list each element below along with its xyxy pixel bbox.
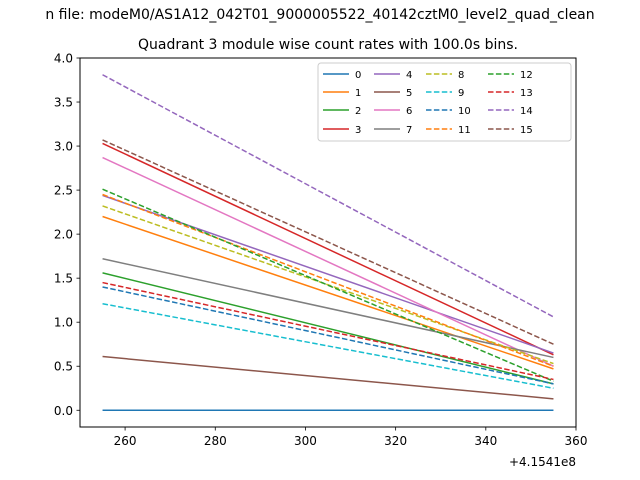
legend-label-9: 9 — [458, 88, 464, 99]
legend-label-11: 11 — [458, 125, 471, 136]
x-tick-label: 300 — [294, 434, 317, 448]
legend-label-10: 10 — [458, 106, 471, 117]
plot-frame — [79, 57, 577, 428]
x-tick-label: 260 — [114, 434, 137, 448]
x-tick-label: 320 — [384, 434, 407, 448]
series-line-12 — [102, 188, 554, 382]
series-layer — [102, 74, 554, 412]
series-line-6 — [102, 156, 554, 367]
series-line-11 — [102, 193, 554, 367]
chart-title: Quadrant 3 module wise count rates with … — [138, 37, 518, 53]
y-axis: 0.0 0.5 1.0 1.5 2.0 2.5 3.0 3.5 4.0 — [54, 52, 80, 418]
y-tick-label: 4.0 — [54, 52, 73, 66]
legend-label-5: 5 — [406, 88, 412, 99]
series-line-2 — [102, 272, 554, 385]
legend-label-2: 2 — [355, 106, 361, 117]
y-tick-label: 0.0 — [54, 404, 73, 418]
y-tick-label: 2.5 — [54, 184, 73, 198]
legend-box — [317, 62, 572, 142]
series-line-8 — [102, 205, 554, 365]
legend-label-13: 13 — [520, 88, 533, 99]
y-tick-label: 1.5 — [54, 272, 73, 286]
y-tick-label: 3.5 — [54, 96, 73, 110]
series-line-14 — [102, 74, 554, 318]
x-tick-label: 280 — [204, 434, 227, 448]
series-line-3 — [102, 142, 554, 356]
y-tick-label: 0.5 — [54, 360, 73, 374]
legend-label-4: 4 — [406, 70, 412, 81]
legend-label-1: 1 — [355, 88, 361, 99]
legend-label-0: 0 — [355, 70, 361, 81]
legend-label-3: 3 — [355, 125, 361, 136]
x-tick-label: 360 — [565, 434, 588, 448]
series-line-5 — [102, 355, 554, 400]
legend-label-7: 7 — [406, 125, 412, 136]
legend-label-8: 8 — [458, 70, 464, 81]
x-axis: 260 280 300 320 340 360 — [114, 427, 588, 448]
series-line-13 — [102, 281, 554, 381]
series-line-9 — [102, 302, 554, 389]
figure-suptitle: n file: modeM0/AS1A12_042T01_9000005522_… — [45, 7, 594, 23]
legend-label-15: 15 — [520, 125, 533, 136]
y-tick-label: 2.0 — [54, 228, 73, 242]
series-line-15 — [102, 139, 554, 345]
legend-label-12: 12 — [520, 70, 533, 81]
x-offset-label: +4.1541e8 — [509, 455, 576, 469]
series-line-10 — [102, 286, 554, 385]
legend-label-6: 6 — [406, 106, 412, 117]
y-tick-label: 1.0 — [54, 316, 73, 330]
series-line-1 — [102, 215, 554, 370]
legend-label-14: 14 — [520, 106, 533, 117]
y-tick-label: 3.0 — [54, 140, 73, 154]
x-tick-label: 340 — [474, 434, 497, 448]
series-line-7 — [102, 258, 554, 359]
